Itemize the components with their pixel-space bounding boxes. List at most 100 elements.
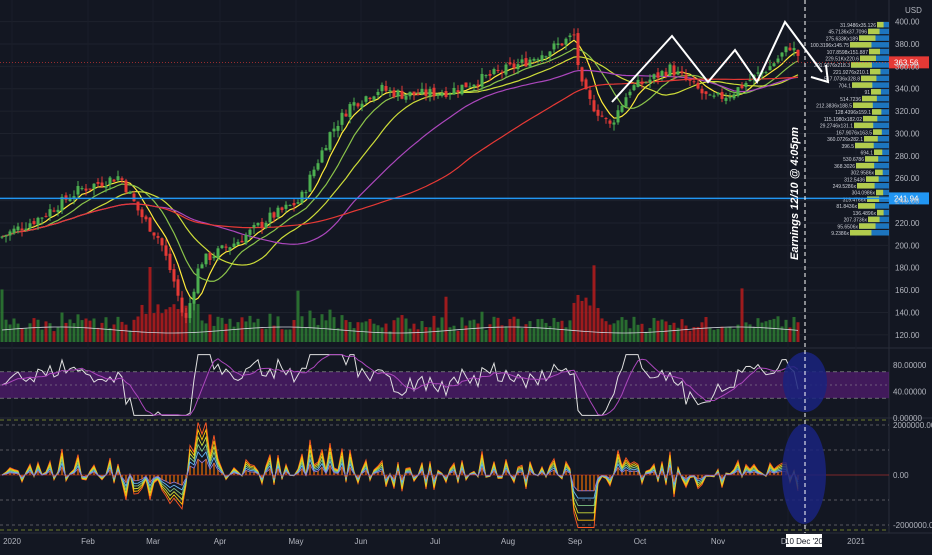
x-tick-label: Jul	[430, 537, 440, 546]
volume-bar	[177, 309, 180, 342]
osc-histogram-bar	[473, 474, 475, 475]
volume-profile-label: 304.0986x	[852, 191, 876, 197]
osc-histogram-bar	[45, 474, 47, 475]
volume-bar	[165, 309, 168, 342]
osc-histogram-bar	[385, 475, 387, 479]
volume-bar	[497, 318, 500, 342]
price-tick-label: 140.00	[895, 308, 920, 317]
price-tick-label: 160.00	[895, 286, 920, 295]
volume-bars	[1, 265, 800, 342]
volume-profile-bar-up	[854, 123, 873, 129]
candle-body	[557, 43, 560, 45]
volume-bar	[761, 323, 764, 342]
candle-body	[741, 85, 744, 88]
volume-profile-label: 29.2746x131.1	[820, 124, 853, 130]
osc-histogram-bar	[341, 467, 343, 475]
volume-profile-bar-up	[871, 89, 881, 95]
volume-bar	[609, 325, 612, 342]
x-tick-label: May	[288, 537, 303, 546]
osc-histogram-bar	[325, 474, 327, 475]
volume-bar	[329, 310, 332, 342]
volume-profile-bar-up	[863, 116, 877, 122]
osc-histogram-bar	[165, 475, 167, 481]
volume-profile-bar-up	[857, 183, 875, 189]
osc-histogram-bar	[353, 474, 355, 475]
volume-profile-bar-up	[877, 22, 884, 28]
osc-histogram-bar	[61, 467, 63, 475]
osc-histogram-bar	[401, 475, 403, 480]
osc-histogram-bar	[5, 474, 7, 475]
candle-body	[529, 60, 532, 67]
candle-body	[797, 50, 800, 56]
candle-body	[97, 182, 100, 184]
candle-body	[649, 80, 652, 83]
osc-histogram-bar	[589, 475, 591, 491]
candle-body	[593, 100, 596, 111]
price-tick-label: 340.00	[895, 85, 920, 94]
volume-bar	[197, 304, 200, 342]
osc-histogram-bar	[181, 475, 183, 485]
osc-histogram-bar	[697, 475, 699, 479]
volume-bar	[445, 297, 448, 342]
candle-body	[117, 176, 120, 180]
candle-body	[337, 126, 340, 131]
candle-body	[121, 178, 124, 180]
osc-histogram-bar	[669, 468, 671, 475]
osc-histogram-bar	[85, 475, 87, 476]
price-tick-label: 380.00	[895, 40, 920, 49]
volume-profile-label: 167.9076x163.5	[836, 130, 872, 136]
volume-bar	[713, 330, 716, 342]
volume-bar	[437, 328, 440, 342]
volume-profile-label: 694.1	[860, 150, 873, 156]
osc-histogram-bar	[749, 473, 751, 475]
candle-body	[697, 83, 700, 89]
candle-body	[729, 97, 732, 98]
osc-histogram-bar	[405, 473, 407, 475]
candle-body	[637, 80, 640, 87]
candle-body	[165, 245, 168, 255]
volume-bar	[577, 295, 580, 342]
candle-body	[129, 192, 132, 194]
osc-histogram-bar	[185, 475, 187, 478]
volume-bar	[637, 325, 640, 342]
volume-bar	[89, 321, 92, 342]
volume-profile-label: 81.8436x	[836, 204, 857, 210]
volume-bar	[469, 320, 472, 342]
candle-body	[437, 94, 440, 96]
moving-average-line	[2, 57, 798, 265]
candle-body	[357, 103, 360, 106]
osc-histogram-bar	[377, 472, 379, 475]
osc-histogram-bar	[641, 475, 643, 478]
volume-bar	[409, 329, 412, 342]
candle-body	[41, 218, 44, 219]
osc-histogram-bar	[477, 475, 479, 476]
candle-body	[449, 94, 452, 95]
volume-bar	[617, 320, 620, 342]
osc-histogram-bar	[169, 475, 171, 484]
volume-bar	[533, 327, 536, 342]
osc-histogram-bar	[101, 475, 103, 476]
volume-bar	[241, 317, 244, 342]
volume-bar	[25, 328, 28, 342]
candle-body	[469, 87, 472, 88]
volume-bar	[729, 327, 732, 342]
osc-tick-label: -2000000.00	[893, 521, 932, 530]
candle-body	[689, 79, 692, 81]
volume-profile-bar-up	[855, 143, 874, 149]
candle-body	[581, 67, 584, 81]
candle-body	[725, 98, 728, 101]
osc-histogram-bar	[485, 475, 487, 476]
candle-body	[393, 90, 396, 97]
volume-bar	[753, 327, 756, 342]
volume-bar	[733, 329, 736, 342]
osc-histogram-bar	[649, 473, 651, 475]
candle-body	[169, 254, 172, 270]
candle-body	[685, 75, 688, 80]
candle-body	[661, 71, 664, 76]
volume-bar	[633, 317, 636, 342]
candle-body	[157, 236, 160, 238]
osc-histogram-bar	[757, 474, 759, 475]
candle-body	[177, 279, 180, 295]
volume-bar	[301, 316, 304, 342]
